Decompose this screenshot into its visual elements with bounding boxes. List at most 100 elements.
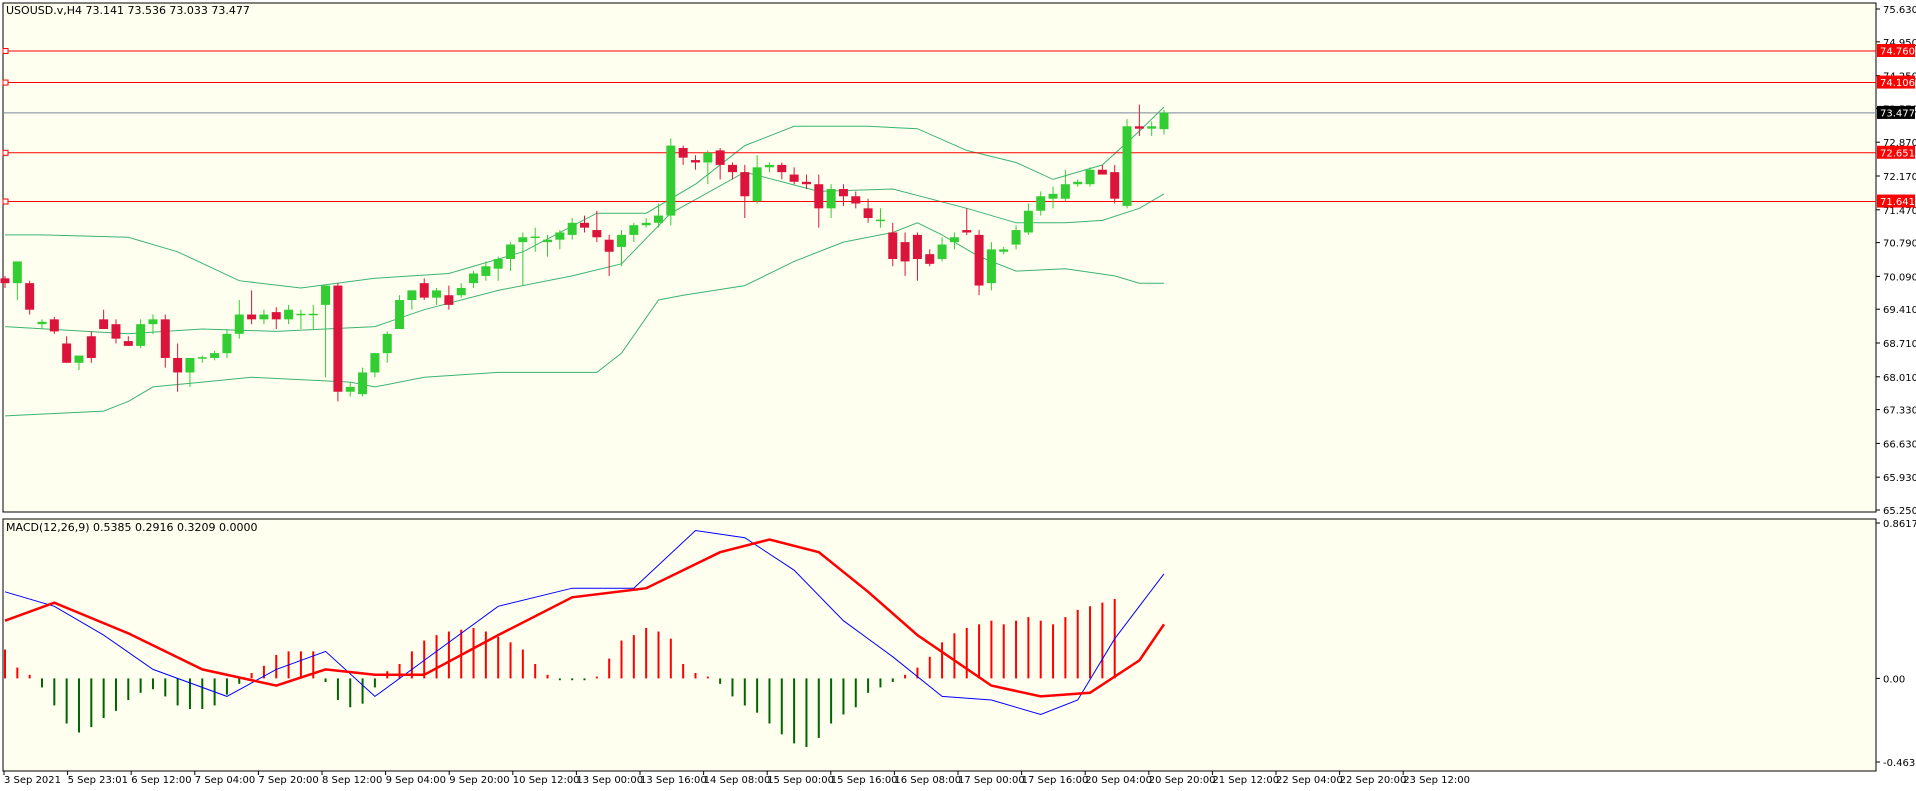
candle[interactable] bbox=[641, 217, 651, 228]
candle[interactable] bbox=[1011, 225, 1021, 250]
candle[interactable] bbox=[999, 246, 1009, 255]
candle[interactable] bbox=[481, 261, 491, 281]
candle[interactable] bbox=[838, 184, 848, 206]
candle[interactable] bbox=[629, 222, 639, 243]
candle[interactable] bbox=[653, 203, 663, 228]
candle[interactable] bbox=[247, 290, 257, 325]
candle[interactable] bbox=[345, 382, 355, 397]
candle[interactable] bbox=[764, 162, 774, 173]
candle[interactable] bbox=[506, 242, 516, 272]
candle[interactable] bbox=[875, 208, 885, 228]
candle[interactable] bbox=[25, 280, 35, 315]
candle[interactable] bbox=[395, 295, 405, 330]
candle[interactable] bbox=[740, 164, 750, 218]
candle[interactable] bbox=[567, 217, 577, 240]
candle[interactable] bbox=[432, 287, 442, 305]
candle[interactable] bbox=[296, 309, 306, 330]
candle[interactable] bbox=[715, 148, 725, 180]
candle[interactable] bbox=[1097, 164, 1107, 175]
candle[interactable] bbox=[419, 278, 429, 301]
candle[interactable] bbox=[74, 355, 84, 371]
candle[interactable] bbox=[444, 285, 454, 310]
candle[interactable] bbox=[49, 316, 59, 334]
candle[interactable] bbox=[148, 314, 158, 334]
candle[interactable] bbox=[222, 329, 232, 358]
candle[interactable] bbox=[666, 138, 676, 226]
macd-panel[interactable] bbox=[2, 518, 1877, 772]
candle[interactable] bbox=[407, 290, 417, 310]
candle[interactable] bbox=[271, 307, 281, 330]
candle[interactable] bbox=[592, 210, 602, 243]
hline-handle-icon[interactable] bbox=[2, 79, 9, 86]
hline-handle-icon[interactable] bbox=[2, 47, 9, 54]
candle[interactable] bbox=[925, 249, 935, 267]
candle[interactable] bbox=[284, 304, 294, 325]
candle[interactable] bbox=[1048, 186, 1058, 209]
candle[interactable] bbox=[123, 336, 133, 346]
candle[interactable] bbox=[543, 234, 553, 257]
candle[interactable] bbox=[814, 174, 824, 228]
candle[interactable] bbox=[937, 237, 947, 262]
candle[interactable] bbox=[111, 319, 121, 344]
candle[interactable] bbox=[456, 283, 466, 298]
candle[interactable] bbox=[259, 309, 269, 325]
candle[interactable] bbox=[382, 331, 392, 363]
candle[interactable] bbox=[518, 232, 528, 286]
candle[interactable] bbox=[1110, 164, 1120, 204]
candle[interactable] bbox=[900, 232, 910, 276]
candle[interactable] bbox=[469, 271, 479, 288]
candle[interactable] bbox=[234, 300, 244, 339]
candle[interactable] bbox=[777, 162, 787, 180]
candle[interactable] bbox=[703, 150, 713, 185]
candle[interactable] bbox=[99, 309, 109, 330]
candle[interactable] bbox=[1036, 191, 1046, 216]
candle[interactable] bbox=[173, 343, 183, 392]
candle[interactable] bbox=[160, 314, 170, 368]
candle[interactable] bbox=[801, 174, 811, 190]
candle[interactable] bbox=[370, 353, 380, 378]
candle[interactable] bbox=[555, 230, 565, 250]
candle[interactable] bbox=[949, 232, 959, 250]
candle[interactable] bbox=[1134, 104, 1144, 136]
candle[interactable] bbox=[37, 319, 47, 330]
candle[interactable] bbox=[851, 191, 861, 209]
candle[interactable] bbox=[185, 357, 195, 387]
candle[interactable] bbox=[617, 230, 626, 267]
candle[interactable] bbox=[678, 145, 688, 165]
candle[interactable] bbox=[690, 155, 700, 170]
candle[interactable] bbox=[962, 208, 972, 235]
candle[interactable] bbox=[974, 230, 984, 296]
candle[interactable] bbox=[789, 167, 799, 185]
candle[interactable] bbox=[530, 227, 540, 252]
candle[interactable] bbox=[493, 256, 503, 281]
candle[interactable] bbox=[0, 275, 10, 288]
candle[interactable] bbox=[727, 162, 737, 180]
candle[interactable] bbox=[358, 367, 368, 397]
candle[interactable] bbox=[1060, 169, 1070, 202]
candle[interactable] bbox=[62, 336, 72, 363]
candle[interactable] bbox=[197, 355, 207, 363]
candle[interactable] bbox=[986, 242, 996, 291]
candle[interactable] bbox=[12, 261, 22, 301]
candle[interactable] bbox=[333, 283, 343, 402]
candle[interactable] bbox=[1159, 109, 1169, 135]
candle[interactable] bbox=[1073, 179, 1083, 187]
candle[interactable] bbox=[580, 215, 590, 233]
candle[interactable] bbox=[863, 198, 873, 223]
candle[interactable] bbox=[308, 304, 318, 330]
candle[interactable] bbox=[1085, 167, 1095, 187]
hline-handle-icon[interactable] bbox=[2, 149, 9, 156]
candle[interactable] bbox=[888, 222, 898, 267]
candle[interactable] bbox=[604, 234, 614, 276]
candle[interactable] bbox=[86, 331, 96, 363]
hline-handle-icon[interactable] bbox=[2, 198, 9, 205]
candle[interactable] bbox=[912, 232, 922, 281]
candle[interactable] bbox=[136, 319, 146, 349]
candle[interactable] bbox=[1147, 121, 1157, 136]
candle[interactable] bbox=[210, 350, 220, 361]
candle[interactable] bbox=[1122, 119, 1132, 209]
candle[interactable] bbox=[752, 155, 762, 204]
candle[interactable] bbox=[321, 285, 331, 378]
candle[interactable] bbox=[826, 184, 836, 218]
